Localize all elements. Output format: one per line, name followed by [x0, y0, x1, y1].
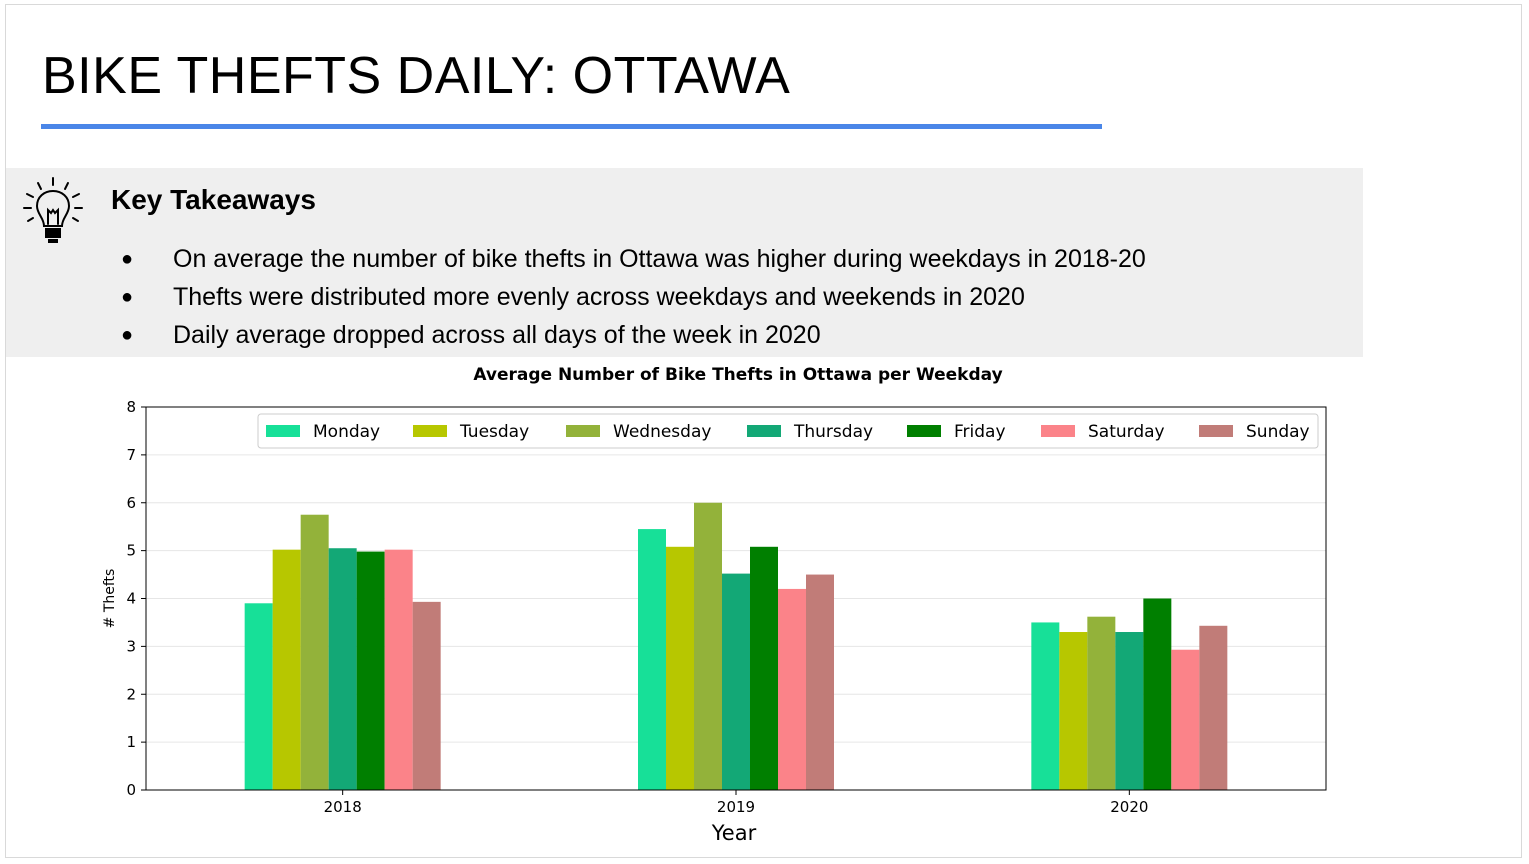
list-item: ● Thefts were distributed more evenly acr…	[121, 283, 1025, 311]
y-tick-label: 5	[126, 542, 136, 560]
y-tick-label: 3	[126, 637, 136, 655]
list-item: ● Daily average dropped across all days o…	[121, 321, 821, 349]
legend-label-sunday: Sunday	[1246, 422, 1310, 442]
bar-chart: Average Number of Bike Thefts in Ottawa …	[102, 365, 1327, 845]
y-tick-label: 7	[126, 446, 136, 464]
bar-friday-2019	[750, 546, 778, 790]
takeaways-list: ● On average the number of bike thefts in…	[111, 240, 1146, 354]
list-item: ● On average the number of bike thefts in…	[121, 245, 1146, 273]
legend-label-monday: Monday	[313, 422, 380, 442]
takeaway-text: Daily average dropped across all days of…	[173, 321, 821, 349]
y-tick-label: 6	[126, 494, 136, 512]
bar-sunday-2018	[412, 601, 441, 790]
legend-label-friday: Friday	[954, 422, 1006, 442]
x-tick-label: 2019	[717, 798, 755, 816]
legend-label-saturday: Saturday	[1088, 422, 1165, 442]
bar-wednesday-2020	[1087, 616, 1116, 790]
y-tick-label: 4	[126, 590, 136, 608]
legend-swatch-saturday	[1041, 425, 1075, 437]
legend-swatch-tuesday	[413, 425, 447, 437]
takeaways-heading: Key Takeaways	[111, 184, 316, 215]
legend-swatch-monday	[266, 425, 300, 437]
lightbulb-icon	[23, 177, 83, 243]
x-axis-label: Year	[711, 821, 757, 845]
legend-swatch-thursday	[747, 425, 781, 437]
bar-sunday-2020	[1199, 625, 1228, 790]
title-underline	[41, 124, 1102, 129]
bar-thursday-2020	[1115, 632, 1144, 790]
legend-box	[257, 413, 1319, 449]
x-tick-label: 2020	[1110, 798, 1148, 816]
y-tick-label: 8	[126, 398, 136, 416]
bar-tuesday-2019	[666, 546, 694, 790]
x-tick-label: 2018	[324, 798, 362, 816]
y-tick-label: 2	[126, 685, 136, 703]
legend-label-tuesday: Tuesday	[459, 422, 529, 442]
slide-title: BIKE THEFTS DAILY: OTTAWA	[42, 47, 791, 105]
bar-sunday-2019	[806, 574, 834, 790]
bar-monday-2019	[638, 529, 666, 790]
bar-wednesday-2019	[694, 502, 722, 790]
plot-frame	[145, 406, 1327, 791]
key-takeaways-panel: Key Takeaways ● On average the number of …	[6, 168, 1363, 357]
bar-tuesday-2018	[272, 549, 301, 790]
bar-friday-2018	[356, 551, 385, 790]
y-tick-label: 0	[126, 781, 136, 799]
bar-wednesday-2018	[300, 514, 329, 790]
bar-friday-2020	[1143, 598, 1172, 790]
chart-title: Average Number of Bike Thefts in Ottawa …	[473, 365, 1002, 385]
legend-label-thursday: Thursday	[793, 422, 873, 442]
y-tick-label: 1	[126, 733, 136, 751]
legend-swatch-sunday	[1199, 425, 1233, 437]
bar-saturday-2019	[778, 588, 806, 790]
legend-swatch-wednesday	[566, 425, 600, 437]
y-axis-label: # Thefts	[102, 569, 118, 629]
bar-monday-2020	[1031, 622, 1060, 790]
legend-label-wednesday: Wednesday	[613, 422, 711, 442]
legend-swatch-friday	[907, 425, 941, 437]
bar-saturday-2018	[384, 549, 413, 790]
bar-thursday-2018	[328, 548, 357, 790]
bar-thursday-2019	[722, 573, 750, 790]
takeaway-text: On average the number of bike thefts in …	[173, 245, 1146, 273]
bar-tuesday-2020	[1059, 632, 1088, 790]
bar-monday-2018	[244, 603, 273, 790]
bar-saturday-2020	[1171, 649, 1200, 790]
takeaway-text: Thefts were distributed more evenly acro…	[173, 283, 1025, 311]
